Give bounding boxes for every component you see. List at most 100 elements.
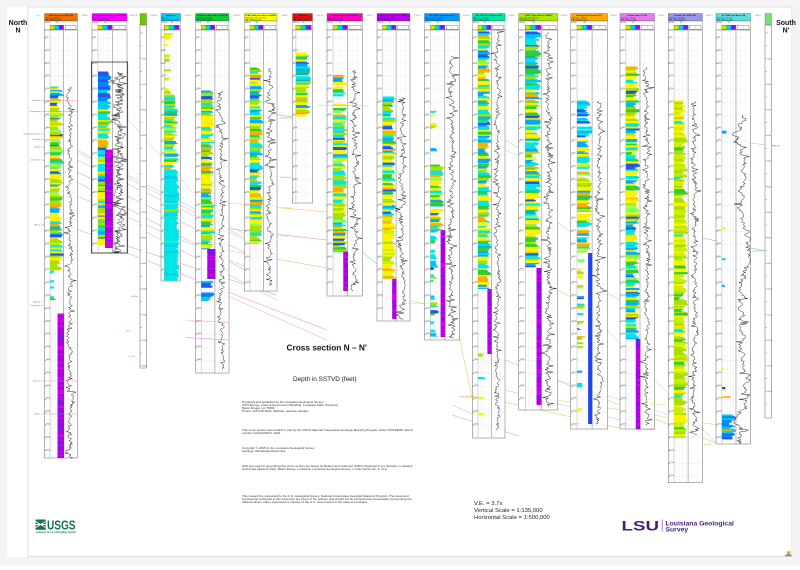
svg-text:-8000: -8000 bbox=[571, 230, 576, 232]
svg-text:SSTVD: SSTVD bbox=[328, 22, 334, 24]
svg-text:-6000: -6000 bbox=[669, 178, 674, 180]
svg-text:-5000: -5000 bbox=[378, 153, 383, 155]
svg-text:Lake Washington: Lake Washington bbox=[459, 396, 477, 399]
svg-text:-14500: -14500 bbox=[571, 398, 577, 400]
svg-text:KB: Thibodaux(la): KB: Thibodaux(la) bbox=[45, 20, 61, 22]
svg-text:-2000: -2000 bbox=[425, 75, 430, 77]
svg-text:3000: 3000 bbox=[142, 110, 146, 112]
svg-text:-3500: -3500 bbox=[196, 114, 201, 116]
svg-text:-5500: -5500 bbox=[93, 166, 98, 168]
svg-text:-5000: -5000 bbox=[196, 153, 201, 155]
svg-text:-12500: -12500 bbox=[669, 346, 675, 348]
svg-text:-500: -500 bbox=[571, 37, 575, 39]
svg-text:-2000: -2000 bbox=[717, 75, 722, 77]
svg-text:-8000: -8000 bbox=[473, 230, 478, 232]
svg-text:-5000: -5000 bbox=[669, 153, 674, 155]
svg-text:-2500: -2500 bbox=[45, 88, 50, 90]
svg-text:-9500: -9500 bbox=[328, 269, 333, 271]
svg-text:-1500: -1500 bbox=[571, 62, 576, 64]
svg-text:KB: Thibodaux(la): KB: Thibodaux(la) bbox=[328, 20, 344, 22]
svg-text:9000: 9000 bbox=[767, 263, 771, 265]
svg-text:-2000: -2000 bbox=[328, 75, 333, 77]
svg-text:-14000: -14000 bbox=[473, 385, 479, 387]
svg-text:-9500: -9500 bbox=[45, 269, 50, 271]
svg-text:-4000: -4000 bbox=[93, 127, 98, 129]
svg-text:-3000: -3000 bbox=[45, 101, 50, 103]
svg-text:8000: 8000 bbox=[142, 238, 146, 240]
svg-text:-16500: -16500 bbox=[669, 449, 675, 451]
svg-text:Operator: Texaco: Operator: Texaco bbox=[45, 17, 61, 20]
svg-text:-15000: -15000 bbox=[571, 411, 577, 413]
svg-text:-3000: -3000 bbox=[669, 101, 674, 103]
svg-text:-4000: -4000 bbox=[621, 127, 626, 129]
svg-text:-12500: -12500 bbox=[45, 346, 51, 348]
svg-text:Navarro: Navarro bbox=[33, 381, 41, 383]
svg-text:official policies, either expr: official policies, either expressed or i… bbox=[242, 500, 368, 504]
svg-text:-11500: -11500 bbox=[571, 320, 576, 322]
svg-text:1: 1 bbox=[222, 27, 223, 29]
svg-text:GR: GR bbox=[104, 22, 107, 24]
svg-text:-4500: -4500 bbox=[162, 140, 167, 142]
svg-text:-6500: -6500 bbox=[293, 191, 298, 193]
svg-text:-1000: -1000 bbox=[378, 49, 383, 51]
svg-text:-4000: -4000 bbox=[378, 127, 383, 129]
svg-text:-2500: -2500 bbox=[669, 88, 674, 90]
svg-text:-2500: -2500 bbox=[93, 88, 98, 90]
svg-text:0 ft: 0 ft bbox=[37, 14, 40, 17]
svg-text:-3000: -3000 bbox=[473, 101, 478, 103]
svg-text:-6500: -6500 bbox=[571, 191, 576, 193]
svg-text:GR: GR bbox=[339, 22, 342, 24]
svg-text:14087 ft: 14087 ft bbox=[233, 14, 240, 17]
svg-text:-3000: -3000 bbox=[571, 101, 576, 103]
svg-text:-5500: -5500 bbox=[378, 166, 383, 168]
svg-text:-3500: -3500 bbox=[571, 114, 576, 116]
svg-text:-16500: -16500 bbox=[45, 449, 51, 451]
svg-text:N': N' bbox=[783, 28, 790, 35]
svg-text:-12500: -12500 bbox=[519, 346, 525, 348]
svg-text:Cross section N – N': Cross section N – N' bbox=[287, 343, 367, 353]
svg-text:8979 ft: 8979 ft bbox=[282, 14, 288, 17]
svg-text:-4500: -4500 bbox=[473, 140, 478, 142]
svg-text:Tuscaloosa: Tuscaloosa bbox=[30, 305, 41, 307]
svg-text:-1500: -1500 bbox=[293, 62, 298, 64]
svg-text:-14500: -14500 bbox=[519, 398, 525, 400]
svg-text:-6500: -6500 bbox=[669, 191, 674, 193]
svg-text:-15000: -15000 bbox=[669, 411, 675, 413]
svg-text:-2500: -2500 bbox=[328, 88, 333, 90]
svg-text:1: 1 bbox=[498, 27, 499, 29]
svg-text:-13000: -13000 bbox=[196, 359, 202, 361]
svg-text:-9500: -9500 bbox=[425, 269, 430, 271]
svg-text:Baton Rouge, LA 70803: Baton Rouge, LA 70803 bbox=[242, 406, 275, 410]
svg-text:USGS: USGS bbox=[47, 518, 76, 533]
svg-text:7000: 7000 bbox=[767, 212, 771, 214]
svg-text:-6500: -6500 bbox=[93, 191, 98, 193]
svg-text:-11000: -11000 bbox=[378, 307, 383, 309]
svg-text:-4500: -4500 bbox=[378, 140, 383, 142]
svg-text:-9500: -9500 bbox=[196, 269, 201, 271]
svg-text:-9500: -9500 bbox=[519, 269, 524, 271]
svg-text:KB: Thibodaux(la): KB: Thibodaux(la) bbox=[621, 20, 637, 22]
svg-text:-2000: -2000 bbox=[162, 75, 167, 77]
svg-text:-3000: -3000 bbox=[245, 101, 250, 103]
svg-text:-3000: -3000 bbox=[717, 101, 722, 103]
svg-text:SSTVD: SSTVD bbox=[378, 22, 384, 24]
svg-text:-4500: -4500 bbox=[93, 140, 98, 142]
svg-text:-8000: -8000 bbox=[45, 230, 50, 232]
svg-text:Bowie Lbr Co C et al 195#1: Bowie Lbr Co C et al 195#1 bbox=[380, 14, 407, 17]
svg-text:Bol 3: Bol 3 bbox=[126, 331, 131, 333]
svg-text:-4000: -4000 bbox=[473, 127, 478, 129]
svg-text:-3500: -3500 bbox=[621, 114, 626, 116]
svg-text:Cockfield: Cockfield bbox=[32, 139, 40, 141]
svg-text:Well tops used in generating t: Well tops used in generating this cross … bbox=[242, 464, 413, 468]
svg-text:SSTVD: SSTVD bbox=[425, 22, 431, 24]
svg-text:-5500: -5500 bbox=[162, 166, 167, 168]
svg-text:-5000: -5000 bbox=[425, 153, 430, 155]
svg-text:-9000: -9000 bbox=[162, 256, 167, 258]
svg-text:Operator: Shell & Gulf#2: Operator: Shell & Gulf#2 bbox=[93, 17, 116, 20]
svg-text:6000: 6000 bbox=[767, 186, 771, 188]
svg-text:LSU: LSU bbox=[622, 519, 660, 534]
svg-text:-5000: -5000 bbox=[571, 153, 576, 155]
svg-text:1: 1 bbox=[355, 27, 356, 29]
svg-text:-12000: -12000 bbox=[196, 333, 202, 335]
svg-text:-11500: -11500 bbox=[473, 320, 478, 322]
